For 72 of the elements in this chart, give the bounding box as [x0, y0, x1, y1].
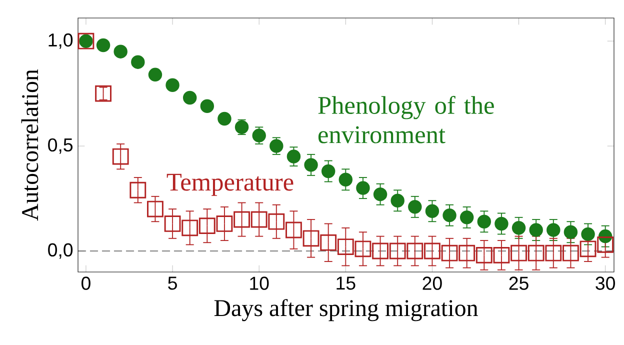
- point: [425, 204, 440, 218]
- point: [512, 221, 526, 235]
- y-axis-title: Autocorrelation: [21, 69, 38, 221]
- point: [164, 216, 181, 232]
- point: [494, 216, 508, 231]
- point: [250, 211, 268, 228]
- point: [95, 85, 112, 102]
- point: [304, 158, 318, 172]
- point: [337, 238, 354, 255]
- point: [424, 242, 440, 260]
- y-tick-label: 1,0: [48, 33, 73, 49]
- point: [408, 200, 422, 214]
- x-tick-label: 25: [509, 276, 528, 290]
- point: [564, 225, 578, 239]
- point: [510, 244, 527, 262]
- point: [372, 242, 388, 260]
- point: [581, 227, 595, 242]
- point: [529, 223, 543, 237]
- point: [182, 220, 198, 236]
- point: [580, 240, 596, 258]
- point: [373, 187, 388, 202]
- point: [234, 120, 249, 134]
- point: [476, 246, 492, 264]
- point: [546, 223, 560, 237]
- x-tick-label: 5: [168, 276, 177, 290]
- point: [286, 222, 302, 238]
- point: [406, 242, 424, 260]
- point: [493, 246, 510, 264]
- x-tick-label: 30: [596, 276, 615, 290]
- x-tick-label: 0: [82, 276, 90, 290]
- point: [130, 182, 146, 198]
- series-label: Temperature: [166, 174, 294, 196]
- point: [528, 244, 544, 262]
- point: [234, 211, 250, 228]
- y-tick-label: 0,5: [48, 138, 73, 154]
- series-label: Phenology of the environment: [318, 96, 494, 144]
- point: [268, 213, 285, 230]
- point: [390, 194, 404, 208]
- point: [200, 99, 214, 114]
- point: [545, 244, 562, 262]
- point: [389, 242, 406, 260]
- point: [356, 181, 370, 195]
- point: [182, 90, 197, 105]
- point: [460, 210, 474, 224]
- point: [112, 148, 129, 165]
- point: [148, 68, 162, 82]
- point: [166, 78, 180, 92]
- x-axis-title: Days after spring migration: [214, 299, 478, 322]
- point: [354, 240, 372, 258]
- point: [302, 230, 320, 247]
- point: [216, 216, 233, 232]
- point: [338, 172, 353, 186]
- point: [442, 208, 456, 222]
- y-tick-label: 0,0: [48, 243, 73, 259]
- point: [114, 44, 128, 58]
- point: [441, 244, 458, 262]
- point: [270, 139, 284, 153]
- point: [252, 128, 266, 142]
- point: [562, 244, 579, 262]
- point: [198, 218, 216, 234]
- point: [96, 38, 110, 52]
- point: [131, 55, 145, 69]
- x-tick-label: 20: [422, 276, 442, 290]
- point: [218, 112, 232, 126]
- point: [477, 214, 492, 228]
- x-tick-label: 15: [336, 276, 356, 290]
- point: [458, 244, 476, 262]
- point: [320, 234, 337, 251]
- point: [147, 200, 164, 218]
- point: [321, 164, 336, 178]
- x-tick-label: 10: [250, 276, 269, 290]
- point: [286, 150, 301, 164]
